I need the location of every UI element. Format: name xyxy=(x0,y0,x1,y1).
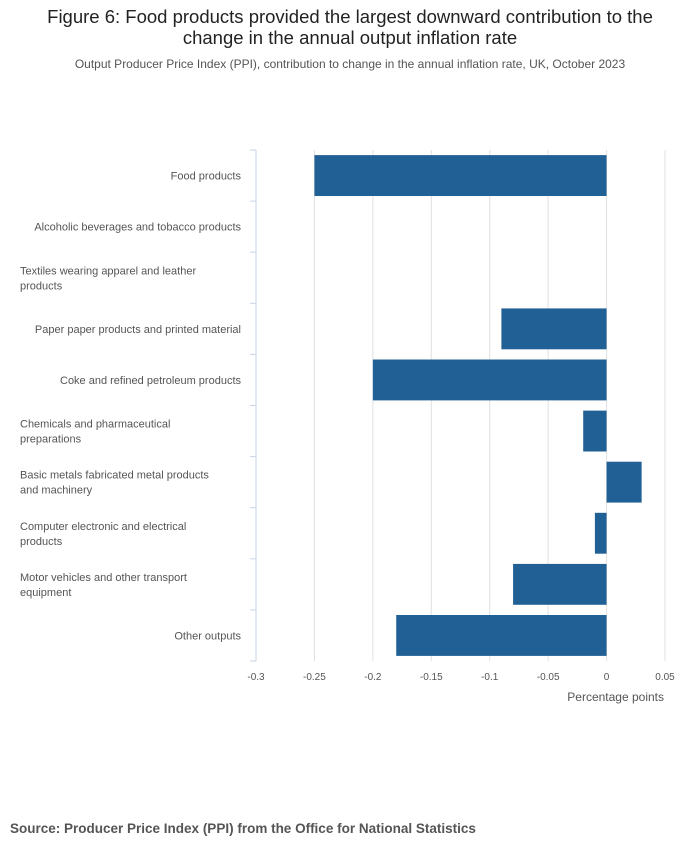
chart-subtitle: Output Producer Price Index (PPI), contr… xyxy=(74,57,626,71)
category-label: Coke and refined petroleum products xyxy=(60,375,241,387)
category-label-line: equipment xyxy=(20,587,71,599)
x-tick-label: -0.2 xyxy=(364,672,382,683)
category-label: Paper paper products and printed materia… xyxy=(35,324,241,336)
bars xyxy=(314,155,642,656)
category-label-line: Other outputs xyxy=(174,630,241,642)
x-axis-title: Percentage points xyxy=(567,690,664,704)
category-label-line: products xyxy=(20,280,63,292)
category-label-line: Alcoholic beverages and tobacco products xyxy=(34,222,241,234)
x-tick-label: -0.3 xyxy=(247,672,265,683)
x-tick-label: -0.1 xyxy=(481,672,499,683)
bar xyxy=(396,615,607,656)
x-tick-label: 0 xyxy=(604,672,610,683)
category-label: Chemicals and pharmaceutical preparations xyxy=(20,419,170,446)
bar xyxy=(594,512,607,554)
category-label-line: and machinery xyxy=(20,485,93,497)
y-axis xyxy=(250,149,257,662)
bar-chart: Food products Alcoholic beverages and tob… xyxy=(20,149,675,704)
category-label-line: products xyxy=(20,536,63,548)
category-label: Food products xyxy=(171,171,242,183)
category-label-line: Textiles wearing apparel and leather xyxy=(20,265,196,277)
x-tick-label: -0.25 xyxy=(303,672,326,683)
bar xyxy=(501,308,607,350)
category-label: Basic metals fabricated metal products an… xyxy=(20,470,209,497)
category-label-line: Motor vehicles and other transport xyxy=(20,572,187,584)
gridlines xyxy=(313,150,666,661)
category-label-line: Chemicals and pharmaceutical xyxy=(20,419,170,431)
category-label-line: Paper paper products and printed materia… xyxy=(35,324,241,336)
source-note: Source: Producer Price Index (PPI) from … xyxy=(10,821,476,836)
category-label-line: Food products xyxy=(171,171,242,183)
category-label: Computer electronic and electrical produc… xyxy=(20,521,186,548)
x-tick-labels: -0.3 -0.25 -0.2 -0.15 -0.1 -0.05 0 0.05 xyxy=(247,672,675,683)
category-label: Textiles wearing apparel and leather prod… xyxy=(20,265,196,292)
x-tick-label: -0.15 xyxy=(420,672,443,683)
category-label: Alcoholic beverages and tobacco products xyxy=(34,222,241,234)
category-label: Motor vehicles and other transport equipm… xyxy=(20,572,187,599)
x-tick-label: 0.05 xyxy=(655,672,675,683)
category-label: Other outputs xyxy=(174,630,241,642)
bar xyxy=(314,155,607,196)
category-label-line: Basic metals fabricated metal products xyxy=(20,470,209,482)
x-tick-label: -0.05 xyxy=(537,672,560,683)
bar xyxy=(513,563,607,605)
bar xyxy=(372,359,607,401)
category-label-line: Computer electronic and electrical xyxy=(20,521,186,533)
chart-title: Figure 6: Food products provided the lar… xyxy=(47,6,653,48)
category-label-line: preparations xyxy=(20,434,82,446)
bar xyxy=(583,410,607,452)
category-label-line: Coke and refined petroleum products xyxy=(60,375,241,387)
category-labels: Food products Alcoholic beverages and tob… xyxy=(20,171,241,643)
bar xyxy=(606,461,642,503)
